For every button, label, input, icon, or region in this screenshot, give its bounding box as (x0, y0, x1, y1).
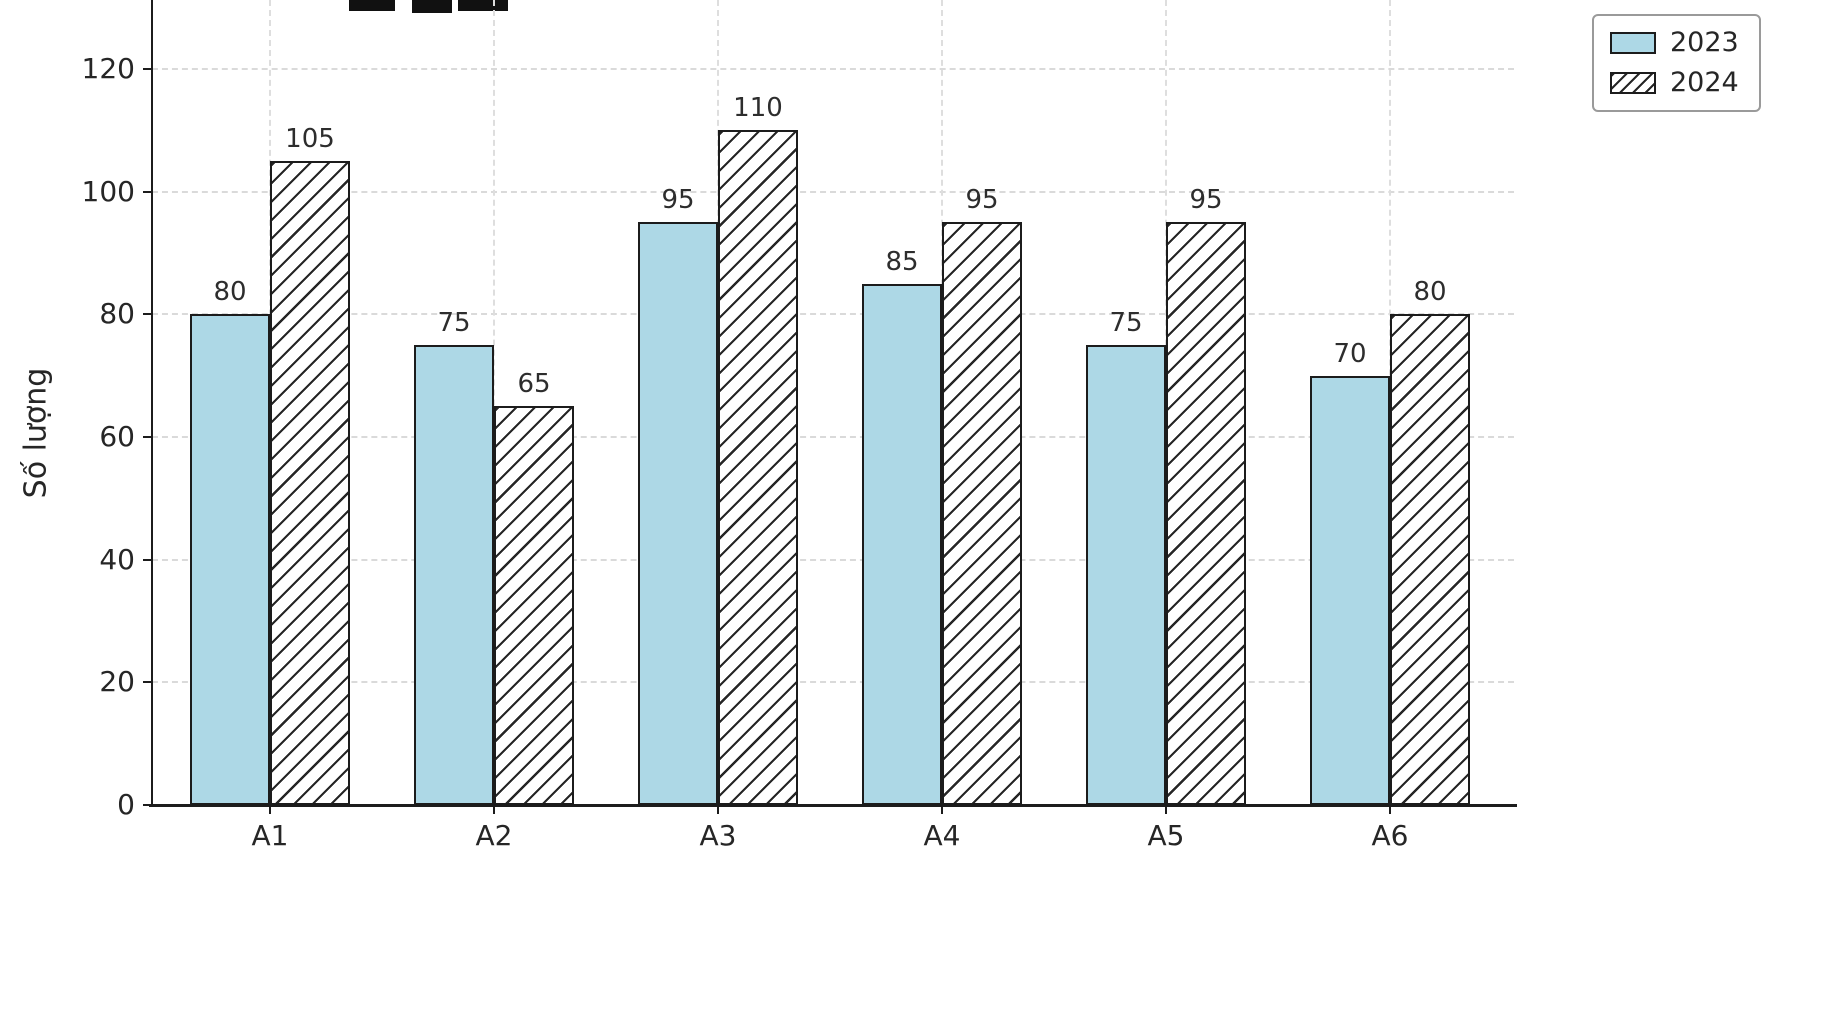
bar-2024-A5 (1166, 222, 1246, 805)
bar-value-label: 110 (733, 93, 783, 124)
bar-2023-A4 (862, 283, 942, 805)
y-tick-label: 120 (81, 52, 135, 86)
bar-2023-A1 (190, 314, 270, 805)
legend-label-2023: 2023 (1670, 27, 1739, 58)
cropped-title-fragment (349, 0, 395, 11)
y-tick-mark (143, 558, 152, 561)
x-tick-mark (493, 805, 495, 814)
x-tick-label: A2 (475, 819, 513, 852)
bar-value-label: 105 (285, 124, 335, 155)
x-tick-label: A1 (251, 819, 289, 852)
legend-swatch-2023 (1610, 32, 1656, 54)
y-tick-mark (143, 804, 152, 806)
legend-swatch-2024 (1610, 72, 1656, 94)
gridline-horizontal (152, 68, 1514, 71)
cropped-title-fragment (458, 0, 508, 11)
bar-2024-A6 (1390, 314, 1470, 805)
legend-item-2023: 2023 (1610, 28, 1739, 58)
x-tick-label: A5 (1147, 819, 1185, 852)
gridline-horizontal (152, 190, 1514, 193)
y-tick-mark (143, 681, 152, 684)
bar-value-label: 70 (1333, 338, 1367, 369)
y-tick-label: 40 (99, 542, 135, 576)
bar-2024-A4 (942, 222, 1022, 805)
bar-value-label: 80 (213, 277, 247, 308)
gridline-horizontal (152, 681, 1514, 684)
bar-2023-A2 (414, 345, 494, 805)
bar-2023-A3 (638, 222, 718, 805)
legend-item-2024: 2024 (1610, 68, 1739, 98)
y-tick-mark (143, 436, 152, 439)
y-tick-mark (143, 190, 152, 193)
x-axis-line (149, 804, 1517, 807)
x-tick-label: A6 (1371, 819, 1409, 852)
bar-value-label: 95 (965, 185, 999, 216)
bar-value-label: 65 (517, 369, 551, 400)
y-tick-label: 0 (117, 788, 135, 821)
y-tick-mark (143, 313, 152, 316)
bar-value-label: 85 (885, 246, 919, 277)
bar-value-label: 75 (1109, 308, 1143, 339)
bar-2024-A2 (494, 406, 574, 805)
gridline-horizontal (152, 436, 1514, 439)
bar-2023-A6 (1310, 375, 1390, 805)
y-tick-label: 20 (99, 665, 135, 699)
y-tick-label: 100 (81, 174, 135, 208)
y-tick-label: 80 (99, 297, 135, 331)
x-tick-mark (941, 805, 943, 814)
gridline-horizontal (152, 313, 1514, 316)
gridline-horizontal (152, 558, 1514, 561)
bar-2024-A1 (270, 161, 350, 805)
x-tick-label: A3 (699, 819, 737, 852)
gridline-vertical (493, 0, 495, 805)
bar-2024-A3 (718, 130, 798, 805)
legend-label-2024: 2024 (1670, 67, 1739, 98)
bar-value-label: 95 (1189, 185, 1223, 216)
cropped-title-fragment (412, 0, 452, 13)
y-axis-label: Số lượng (18, 367, 54, 499)
x-tick-label: A4 (923, 819, 961, 852)
y-tick-label: 60 (99, 420, 135, 454)
y-tick-mark (143, 68, 152, 71)
x-tick-mark (1389, 805, 1391, 814)
y-axis-line (151, 0, 154, 806)
bar-value-label: 75 (437, 308, 471, 339)
bar-value-label: 95 (661, 185, 695, 216)
x-tick-mark (717, 805, 719, 814)
bar-value-label: 80 (1413, 277, 1447, 308)
bar-2023-A5 (1086, 345, 1166, 805)
x-tick-mark (269, 805, 271, 814)
x-tick-mark (1165, 805, 1167, 814)
legend: 2023 2024 (1592, 14, 1761, 112)
